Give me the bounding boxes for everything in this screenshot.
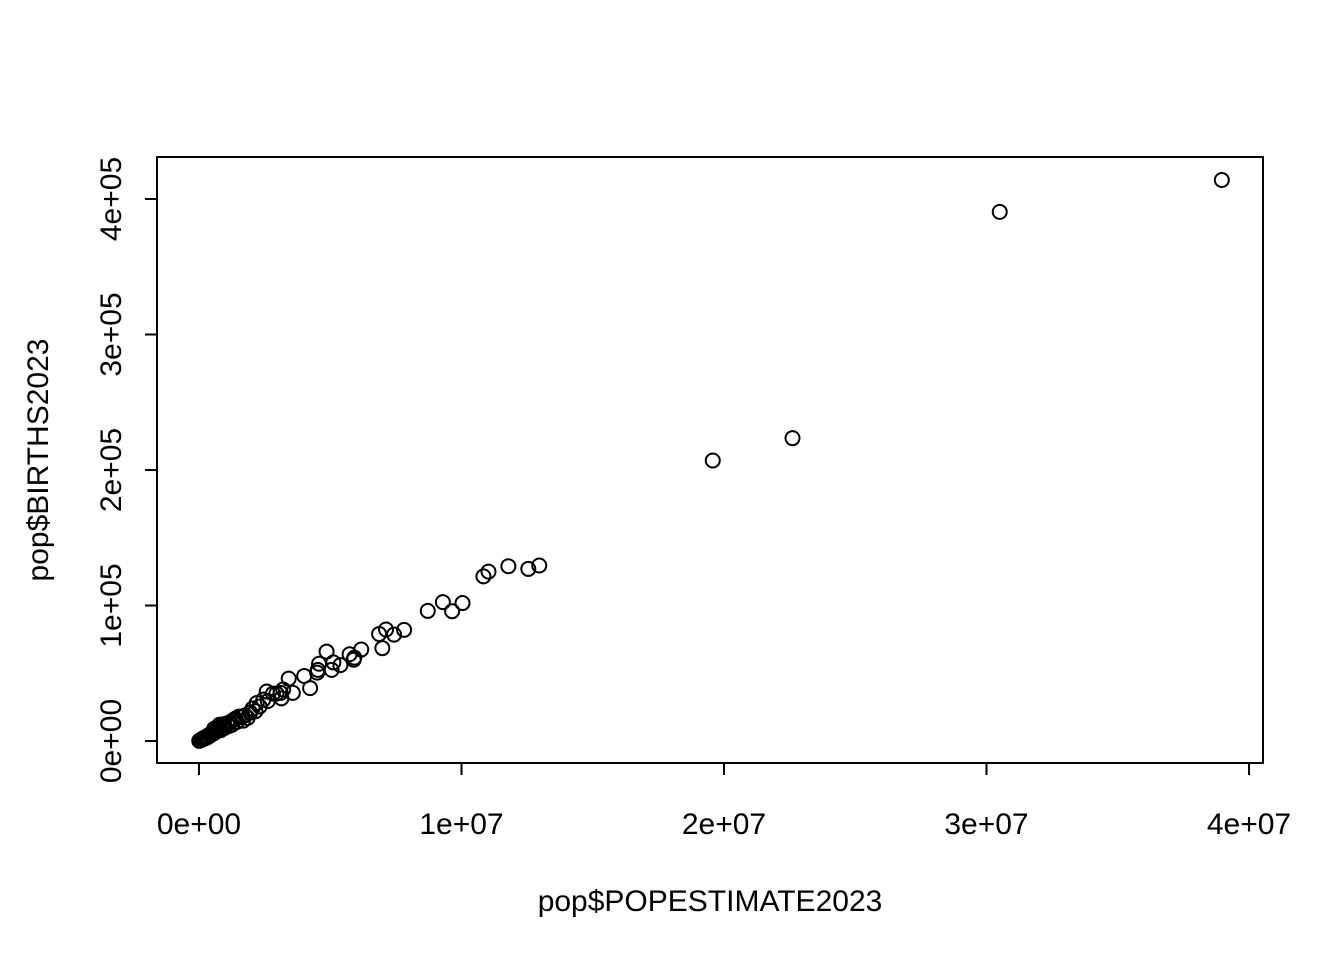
data-point bbox=[191, 732, 208, 749]
y-tick-label: 2e+05 bbox=[95, 428, 128, 512]
data-points bbox=[191, 172, 1230, 749]
x-ticks: 0e+00 1e+07 2e+07 3e+07 4e+07 bbox=[157, 763, 1291, 841]
x-tick-label: 2e+07 bbox=[682, 808, 766, 841]
data-point bbox=[444, 603, 461, 620]
data-point bbox=[341, 646, 358, 663]
x-tick-label: 0e+00 bbox=[157, 808, 241, 841]
data-point bbox=[396, 621, 413, 638]
data-point bbox=[296, 667, 313, 684]
data-point bbox=[258, 683, 275, 700]
y-tick-label: 0e+00 bbox=[95, 699, 128, 783]
data-point bbox=[419, 602, 436, 619]
y-tick-label: 1e+05 bbox=[95, 563, 128, 647]
data-point bbox=[500, 558, 517, 575]
data-point bbox=[520, 560, 537, 577]
data-point bbox=[480, 563, 497, 580]
x-tick-label: 4e+07 bbox=[1207, 808, 1291, 841]
data-point bbox=[454, 595, 471, 612]
data-point bbox=[318, 643, 335, 660]
data-point bbox=[531, 557, 548, 574]
plot-frame bbox=[156, 156, 1264, 764]
data-point bbox=[475, 568, 492, 585]
data-point bbox=[280, 670, 297, 687]
y-tick-label: 3e+05 bbox=[95, 292, 128, 376]
y-axis-label: pop$BIRTHS2023 bbox=[22, 339, 55, 582]
data-point bbox=[332, 657, 349, 674]
y-ticks: 0e+00 1e+05 2e+05 3e+05 4e+05 bbox=[95, 157, 157, 783]
data-point bbox=[311, 655, 328, 672]
data-point bbox=[371, 625, 388, 642]
data-point bbox=[704, 452, 721, 469]
x-axis-label: pop$POPESTIMATE2023 bbox=[538, 885, 883, 918]
data-point bbox=[434, 594, 451, 611]
data-point bbox=[1213, 172, 1230, 189]
data-point bbox=[991, 203, 1008, 220]
y-tick-label: 4e+05 bbox=[95, 157, 128, 241]
data-point bbox=[784, 430, 801, 447]
x-tick-label: 1e+07 bbox=[419, 808, 503, 841]
data-point bbox=[374, 640, 391, 657]
x-tick-label: 3e+07 bbox=[944, 808, 1028, 841]
